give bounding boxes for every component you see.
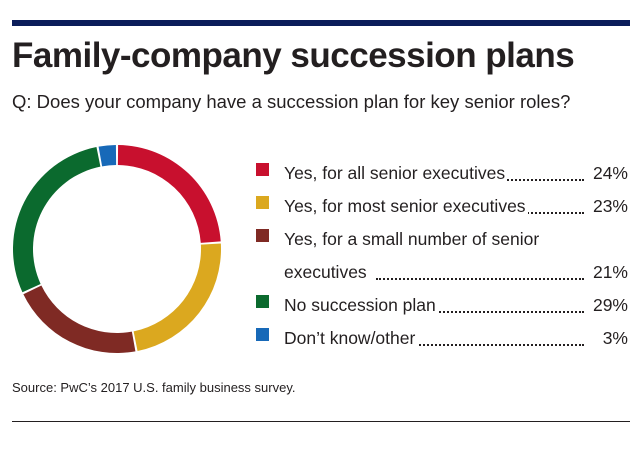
legend-value-yes-all: 24% (590, 157, 628, 190)
legend-swatch-dont-know (256, 328, 269, 341)
top-rule (12, 20, 630, 26)
legend-label-yes-all: Yes, for all senior executives (284, 163, 508, 183)
legend-label-no-plan: No succession plan (284, 295, 438, 315)
legend-value-dont-know: 3% (600, 322, 628, 355)
leader-dots (284, 344, 584, 346)
donut-slice-dont-know (98, 145, 117, 167)
legend-label-yes-small: Yes, for a small number of senior execut… (284, 229, 540, 282)
legend-swatch-yes-small (256, 229, 269, 242)
question-text: Q: Does your company have a succession p… (12, 91, 571, 112)
legend-item-no-plan: No succession plan 29% (256, 289, 628, 322)
legend-swatch-yes-all (256, 163, 269, 176)
legend-item-yes-most: Yes, for most senior executives 23% (256, 190, 628, 223)
leader-dots (376, 278, 584, 280)
legend-value-no-plan: 29% (590, 289, 628, 322)
legend-swatch-yes-most (256, 196, 269, 209)
legend-item-yes-all: Yes, for all senior executives 24% (256, 157, 628, 190)
donut-slice-yes-small (23, 285, 136, 353)
source-note: Source: PwC’s 2017 U.S. family business … (12, 380, 296, 395)
chart-title: Family-company succession plans (12, 36, 575, 75)
legend-value-yes-small: 21% (590, 256, 628, 289)
legend-item-yes-small: Yes, for a small number of senior execut… (256, 223, 628, 289)
legend: Yes, for all senior executives 24% Yes, … (256, 157, 628, 355)
legend-item-dont-know: Don’t know/other 3% (256, 322, 628, 355)
legend-label-dont-know: Don’t know/other (284, 328, 418, 348)
legend-label-yes-most: Yes, for most senior executives (284, 196, 528, 216)
donut-slice-yes-all (117, 145, 221, 243)
bottom-rule (12, 421, 630, 422)
legend-swatch-no-plan (256, 295, 269, 308)
legend-value-yes-most: 23% (590, 190, 628, 223)
donut-slice-no-plan (12, 147, 101, 293)
donut-chart (12, 145, 221, 353)
donut-slice-yes-most (133, 243, 221, 351)
